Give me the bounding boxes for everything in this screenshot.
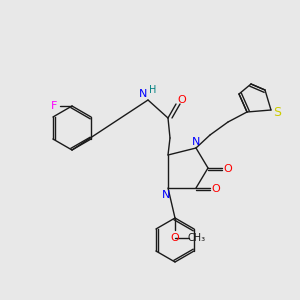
Text: CH₃: CH₃: [188, 233, 206, 243]
Text: O: O: [212, 184, 220, 194]
Text: N: N: [139, 89, 147, 99]
Text: H: H: [149, 85, 157, 95]
Text: O: O: [224, 164, 232, 174]
Text: S: S: [273, 106, 281, 118]
Text: O: O: [178, 95, 186, 105]
Text: F: F: [51, 101, 57, 111]
Text: O: O: [171, 233, 179, 243]
Text: N: N: [162, 190, 170, 200]
Text: N: N: [192, 137, 200, 147]
